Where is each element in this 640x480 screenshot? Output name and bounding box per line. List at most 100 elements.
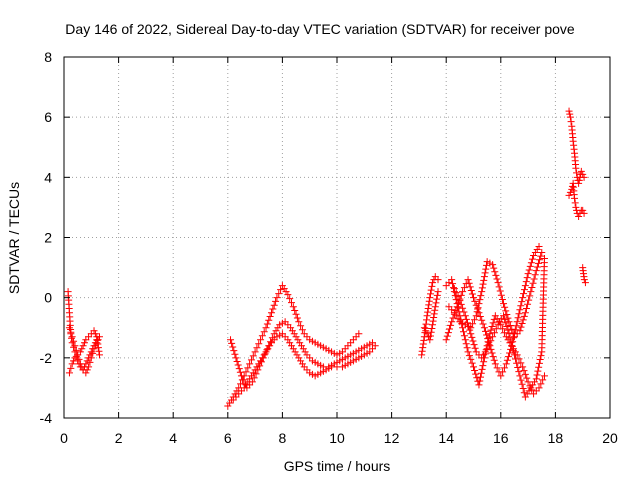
data-point bbox=[240, 384, 248, 392]
data-point bbox=[580, 173, 588, 181]
data-point bbox=[284, 336, 292, 344]
data-point bbox=[72, 346, 80, 354]
data-point bbox=[481, 269, 489, 277]
data-point bbox=[514, 314, 522, 322]
data-point bbox=[502, 319, 510, 327]
data-point bbox=[78, 345, 86, 353]
data-point bbox=[242, 381, 250, 389]
series-arc-4d bbox=[450, 255, 548, 401]
data-point bbox=[536, 356, 544, 364]
data-point bbox=[278, 282, 286, 290]
data-point bbox=[433, 291, 441, 299]
data-point bbox=[520, 312, 528, 320]
data-point bbox=[287, 324, 295, 332]
data-point bbox=[425, 297, 433, 305]
data-point bbox=[531, 271, 539, 279]
data-point bbox=[239, 376, 247, 384]
data-point bbox=[537, 252, 545, 260]
data-point bbox=[504, 314, 512, 322]
data-point bbox=[91, 330, 99, 338]
y-tick-label: -4 bbox=[40, 410, 53, 426]
data-point bbox=[501, 303, 509, 311]
data-point bbox=[511, 326, 519, 334]
data-point bbox=[490, 315, 498, 323]
data-point bbox=[262, 348, 270, 356]
data-point bbox=[512, 355, 520, 363]
data-point bbox=[525, 296, 533, 304]
data-point bbox=[534, 367, 542, 375]
chart-title: Day 146 of 2022, Sidereal Day-to-day VTE… bbox=[65, 21, 575, 37]
data-point bbox=[515, 310, 523, 318]
data-point bbox=[447, 321, 455, 329]
data-point bbox=[530, 275, 538, 283]
data-point bbox=[538, 249, 546, 257]
data-points bbox=[64, 107, 589, 410]
x-tick-label: 0 bbox=[60, 430, 68, 446]
data-point bbox=[531, 249, 539, 257]
data-point bbox=[272, 297, 280, 305]
data-point bbox=[298, 326, 306, 334]
data-point bbox=[520, 290, 528, 298]
data-point bbox=[483, 345, 491, 353]
x-tick-label: 2 bbox=[115, 430, 123, 446]
data-point bbox=[526, 262, 534, 270]
x-tick-labels: 0 2 4 6 8 10 12 14 16 18 20 bbox=[60, 430, 618, 446]
data-point bbox=[490, 329, 498, 337]
data-point bbox=[443, 332, 451, 340]
data-point bbox=[476, 312, 484, 320]
series-arc-2a bbox=[224, 282, 363, 410]
data-point bbox=[449, 284, 457, 292]
data-point bbox=[450, 310, 458, 318]
data-point bbox=[521, 282, 529, 290]
data-point bbox=[286, 295, 294, 303]
data-point bbox=[95, 351, 103, 359]
data-point bbox=[423, 312, 431, 320]
data-point bbox=[427, 332, 435, 340]
data-point bbox=[79, 342, 87, 350]
data-point bbox=[442, 336, 450, 344]
data-point bbox=[529, 381, 537, 389]
data-point bbox=[454, 315, 462, 323]
data-point bbox=[68, 333, 76, 341]
data-point bbox=[265, 316, 273, 324]
data-point bbox=[525, 266, 533, 274]
data-point bbox=[503, 356, 511, 364]
data-point bbox=[429, 279, 437, 287]
data-point bbox=[267, 309, 275, 317]
data-point bbox=[493, 364, 501, 372]
data-point bbox=[67, 328, 75, 336]
data-point bbox=[536, 256, 544, 264]
data-point bbox=[273, 294, 281, 302]
data-point bbox=[260, 328, 268, 336]
data-point bbox=[508, 342, 516, 350]
data-point bbox=[501, 315, 509, 323]
data-point bbox=[489, 353, 497, 361]
data-point bbox=[524, 300, 532, 308]
data-point bbox=[490, 356, 498, 364]
data-point bbox=[289, 345, 297, 353]
data-point bbox=[528, 255, 536, 263]
data-point bbox=[457, 300, 465, 308]
data-point bbox=[502, 360, 510, 368]
data-point bbox=[280, 285, 288, 293]
data-point bbox=[475, 381, 483, 389]
data-point bbox=[490, 264, 498, 272]
data-point bbox=[575, 176, 583, 184]
data-point bbox=[418, 347, 426, 355]
data-point bbox=[477, 292, 485, 300]
data-point bbox=[526, 292, 534, 300]
data-point bbox=[289, 303, 297, 311]
data-point bbox=[568, 182, 576, 190]
data-point bbox=[532, 267, 540, 275]
data-point bbox=[266, 312, 274, 320]
data-point bbox=[523, 390, 531, 398]
data-point bbox=[522, 304, 530, 312]
y-tick-labels: -4 -2 0 2 4 6 8 bbox=[40, 49, 53, 426]
data-point bbox=[267, 338, 275, 346]
data-point bbox=[482, 265, 490, 273]
data-point bbox=[231, 350, 239, 358]
data-point bbox=[527, 288, 535, 296]
data-point bbox=[517, 376, 525, 384]
data-point bbox=[270, 301, 278, 309]
